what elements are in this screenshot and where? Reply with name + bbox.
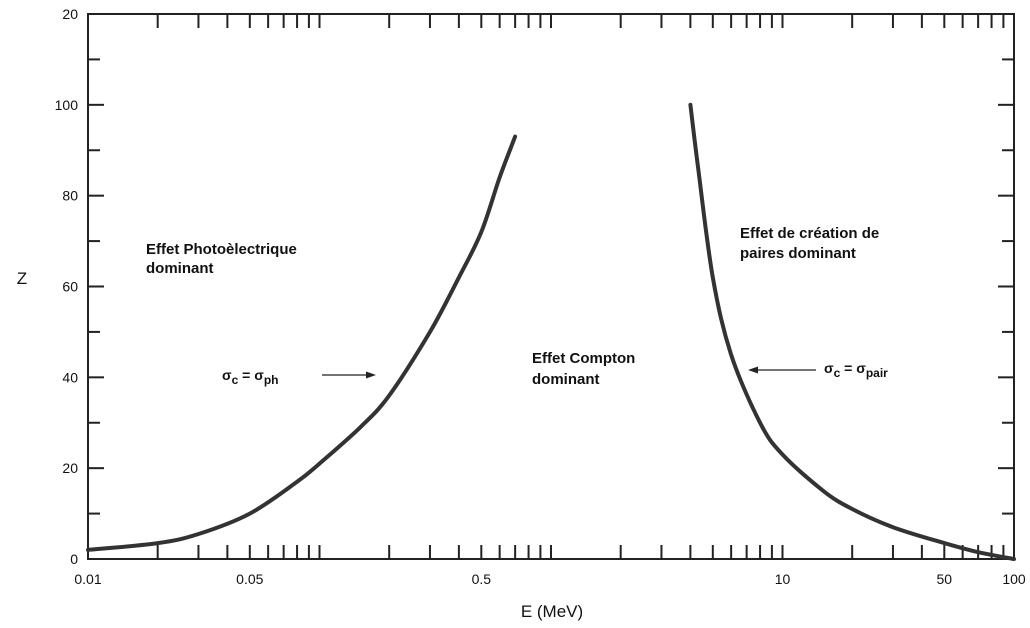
axis-tick-labels: 0.01 0.05 0.5 10 50 100 0 20 40 60 80 100 20 [55,6,1026,587]
compton-region-label-line1: Effet Compton [532,350,635,367]
x-tick-label: 0.5 [472,571,492,587]
y-tick-label: 40 [62,369,78,385]
y-tick-label: 60 [62,279,78,295]
x-tick-label: 100 [1002,571,1026,587]
y-tick-label: 20 [62,460,78,476]
eq-pair-label: σc = σpair [824,360,888,380]
y-tick-label: 100 [55,97,79,113]
x-axis-title: E (MeV) [521,602,583,621]
pair-region-label-line1: Effet de création de [740,225,879,242]
compton-region-label-line2: dominant [532,371,600,388]
eq-photo-arrow [322,371,376,379]
photo-compton-boundary-curve [86,134,518,552]
y-tick-label: 20 [62,6,78,22]
compton-pair-boundary-curve [688,102,1016,561]
x-tick-label: 0.01 [74,571,101,587]
eq-photo-label: σc = σph [222,367,278,387]
y-axis-title: Z [17,269,27,288]
curves [86,102,1016,561]
photo-region-label-line2: dominant [146,260,214,277]
y-tick-label: 0 [70,551,78,567]
x-tick-label: 50 [937,571,953,587]
axis-ticks [87,13,1014,560]
photo-region-label-line1: Effet Photoèlectrique [146,241,297,258]
plot-frame [87,13,1015,560]
pair-region-label-line2: paires dominant [740,245,856,262]
eq-pair-arrow [748,366,816,374]
x-tick-label: 0.05 [236,571,263,587]
y-tick-label: 80 [62,188,78,204]
x-tick-label: 10 [775,571,791,587]
